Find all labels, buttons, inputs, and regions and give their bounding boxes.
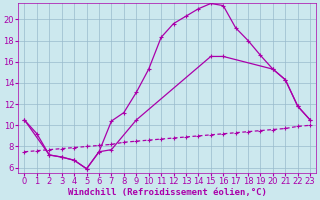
X-axis label: Windchill (Refroidissement éolien,°C): Windchill (Refroidissement éolien,°C) [68,188,267,197]
